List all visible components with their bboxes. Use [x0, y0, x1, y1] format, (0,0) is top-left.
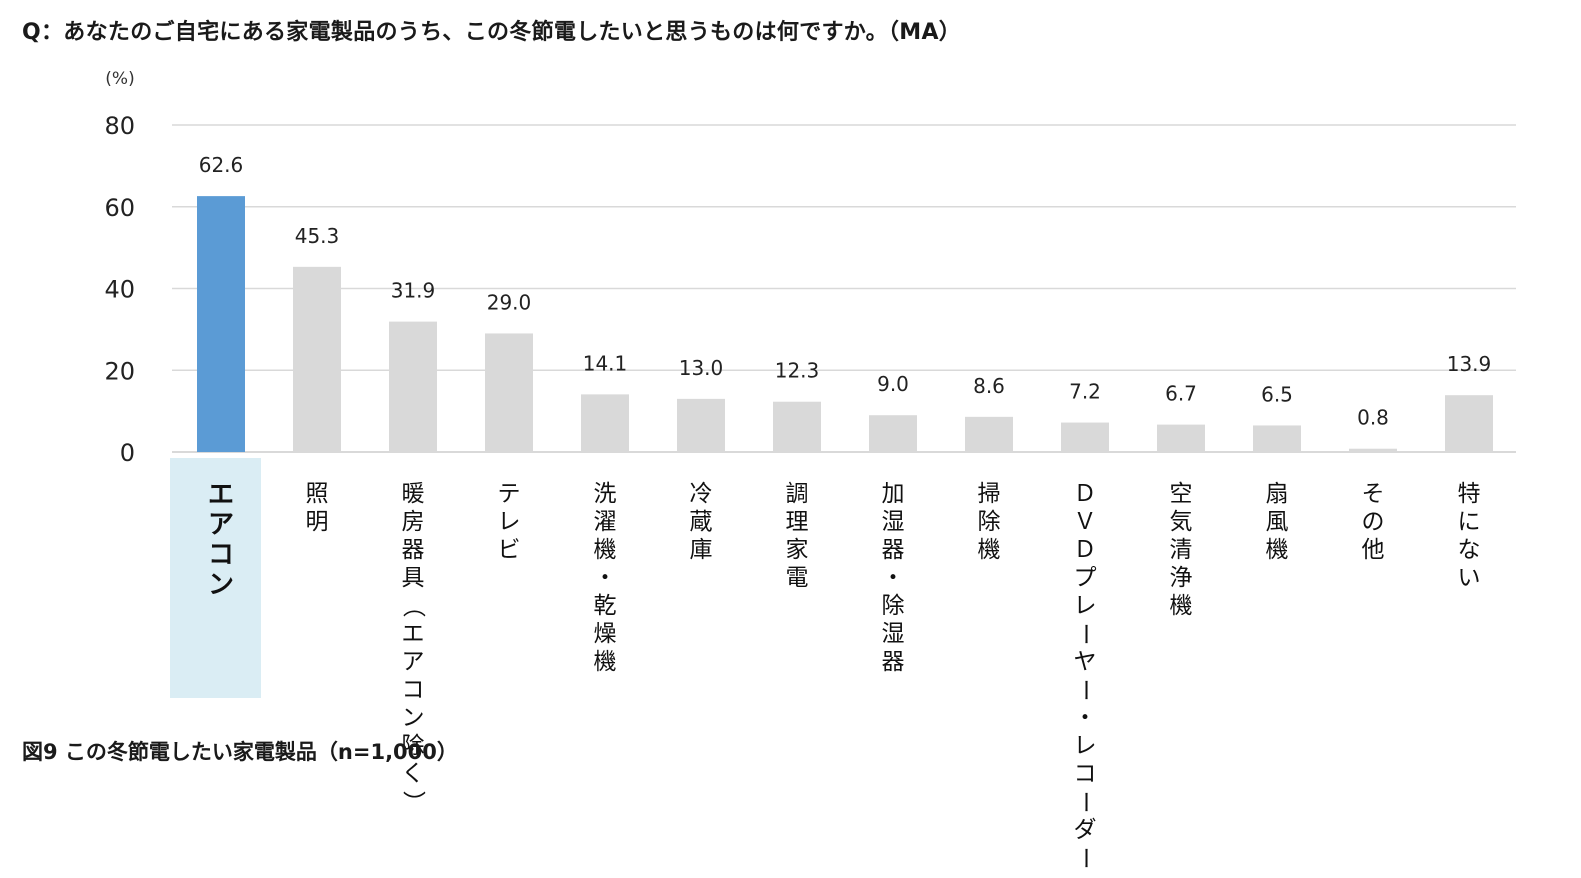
data-label: 9.0 [877, 372, 909, 396]
x-category-label: その他 [1361, 481, 1385, 563]
bar [677, 398, 725, 452]
x-category-label: Ｄ Ｖ Ｄ プレーヤー・レコーダー [1072, 481, 1098, 870]
question-title: Q：あなたのご自宅にある家電製品のうち、この冬節電したいと思うものは何ですか。（… [22, 20, 962, 45]
data-label: 14.1 [583, 351, 628, 375]
data-label: 0.8 [1357, 406, 1389, 430]
x-category-label: 照明 [305, 481, 329, 535]
x-category-label: テレビ [497, 481, 521, 563]
figure-caption: 図9 この冬節電したい家電製品（n=1,000） [22, 740, 458, 764]
highlight-category-background [170, 458, 261, 698]
data-label: 62.6 [199, 153, 244, 177]
bar [1061, 422, 1109, 452]
x-category-label: 調理家電 [785, 481, 809, 591]
bar [1157, 424, 1205, 452]
data-label: 8.6 [973, 374, 1005, 398]
y-tick-label: 20 [104, 357, 135, 385]
data-label: 45.3 [295, 224, 340, 248]
data-label: 6.7 [1165, 382, 1197, 406]
data-label: 31.9 [391, 279, 436, 303]
x-category-label: 洗濯機・乾燥機 [593, 481, 617, 675]
x-category-label: 扇風機 [1265, 481, 1289, 563]
x-category-label: 冷蔵庫 [689, 481, 713, 563]
bar [1349, 448, 1397, 452]
bar-chart: (%) 0 20 40 60 80 62.6 45.3 31.9 29.0 14.1 13.0 12… [104, 69, 1516, 467]
bar [965, 416, 1013, 452]
y-tick-label: 0 [120, 439, 135, 467]
bar [869, 415, 917, 452]
x-category-label: 特にない [1457, 481, 1481, 591]
y-tick-label: 80 [104, 112, 135, 140]
data-label: 29.0 [487, 290, 532, 314]
bar [293, 266, 341, 452]
bar [389, 321, 437, 452]
x-category-label: 空気清浄機 [1169, 481, 1193, 619]
data-label: 6.5 [1261, 382, 1293, 406]
data-label: 13.0 [679, 356, 724, 380]
x-category-label: 暖房器具（エアコン除く） [400, 481, 426, 814]
bar [773, 401, 821, 452]
y-tick-label: 40 [104, 276, 135, 304]
data-label: 12.3 [775, 359, 820, 383]
x-category-label: 加湿器・除湿器 [881, 481, 905, 675]
bar-highlighted [197, 196, 245, 452]
data-label: 7.2 [1069, 380, 1101, 404]
data-label: 13.9 [1447, 352, 1492, 376]
bar [1445, 395, 1493, 452]
bar [1253, 425, 1301, 452]
bar [581, 394, 629, 452]
y-tick-label: 60 [104, 194, 135, 222]
bar [485, 333, 533, 452]
x-category-label: エアコン [207, 480, 234, 600]
x-category-label: 掃除機 [977, 481, 1001, 563]
y-axis-unit-label: (%) [105, 69, 134, 89]
